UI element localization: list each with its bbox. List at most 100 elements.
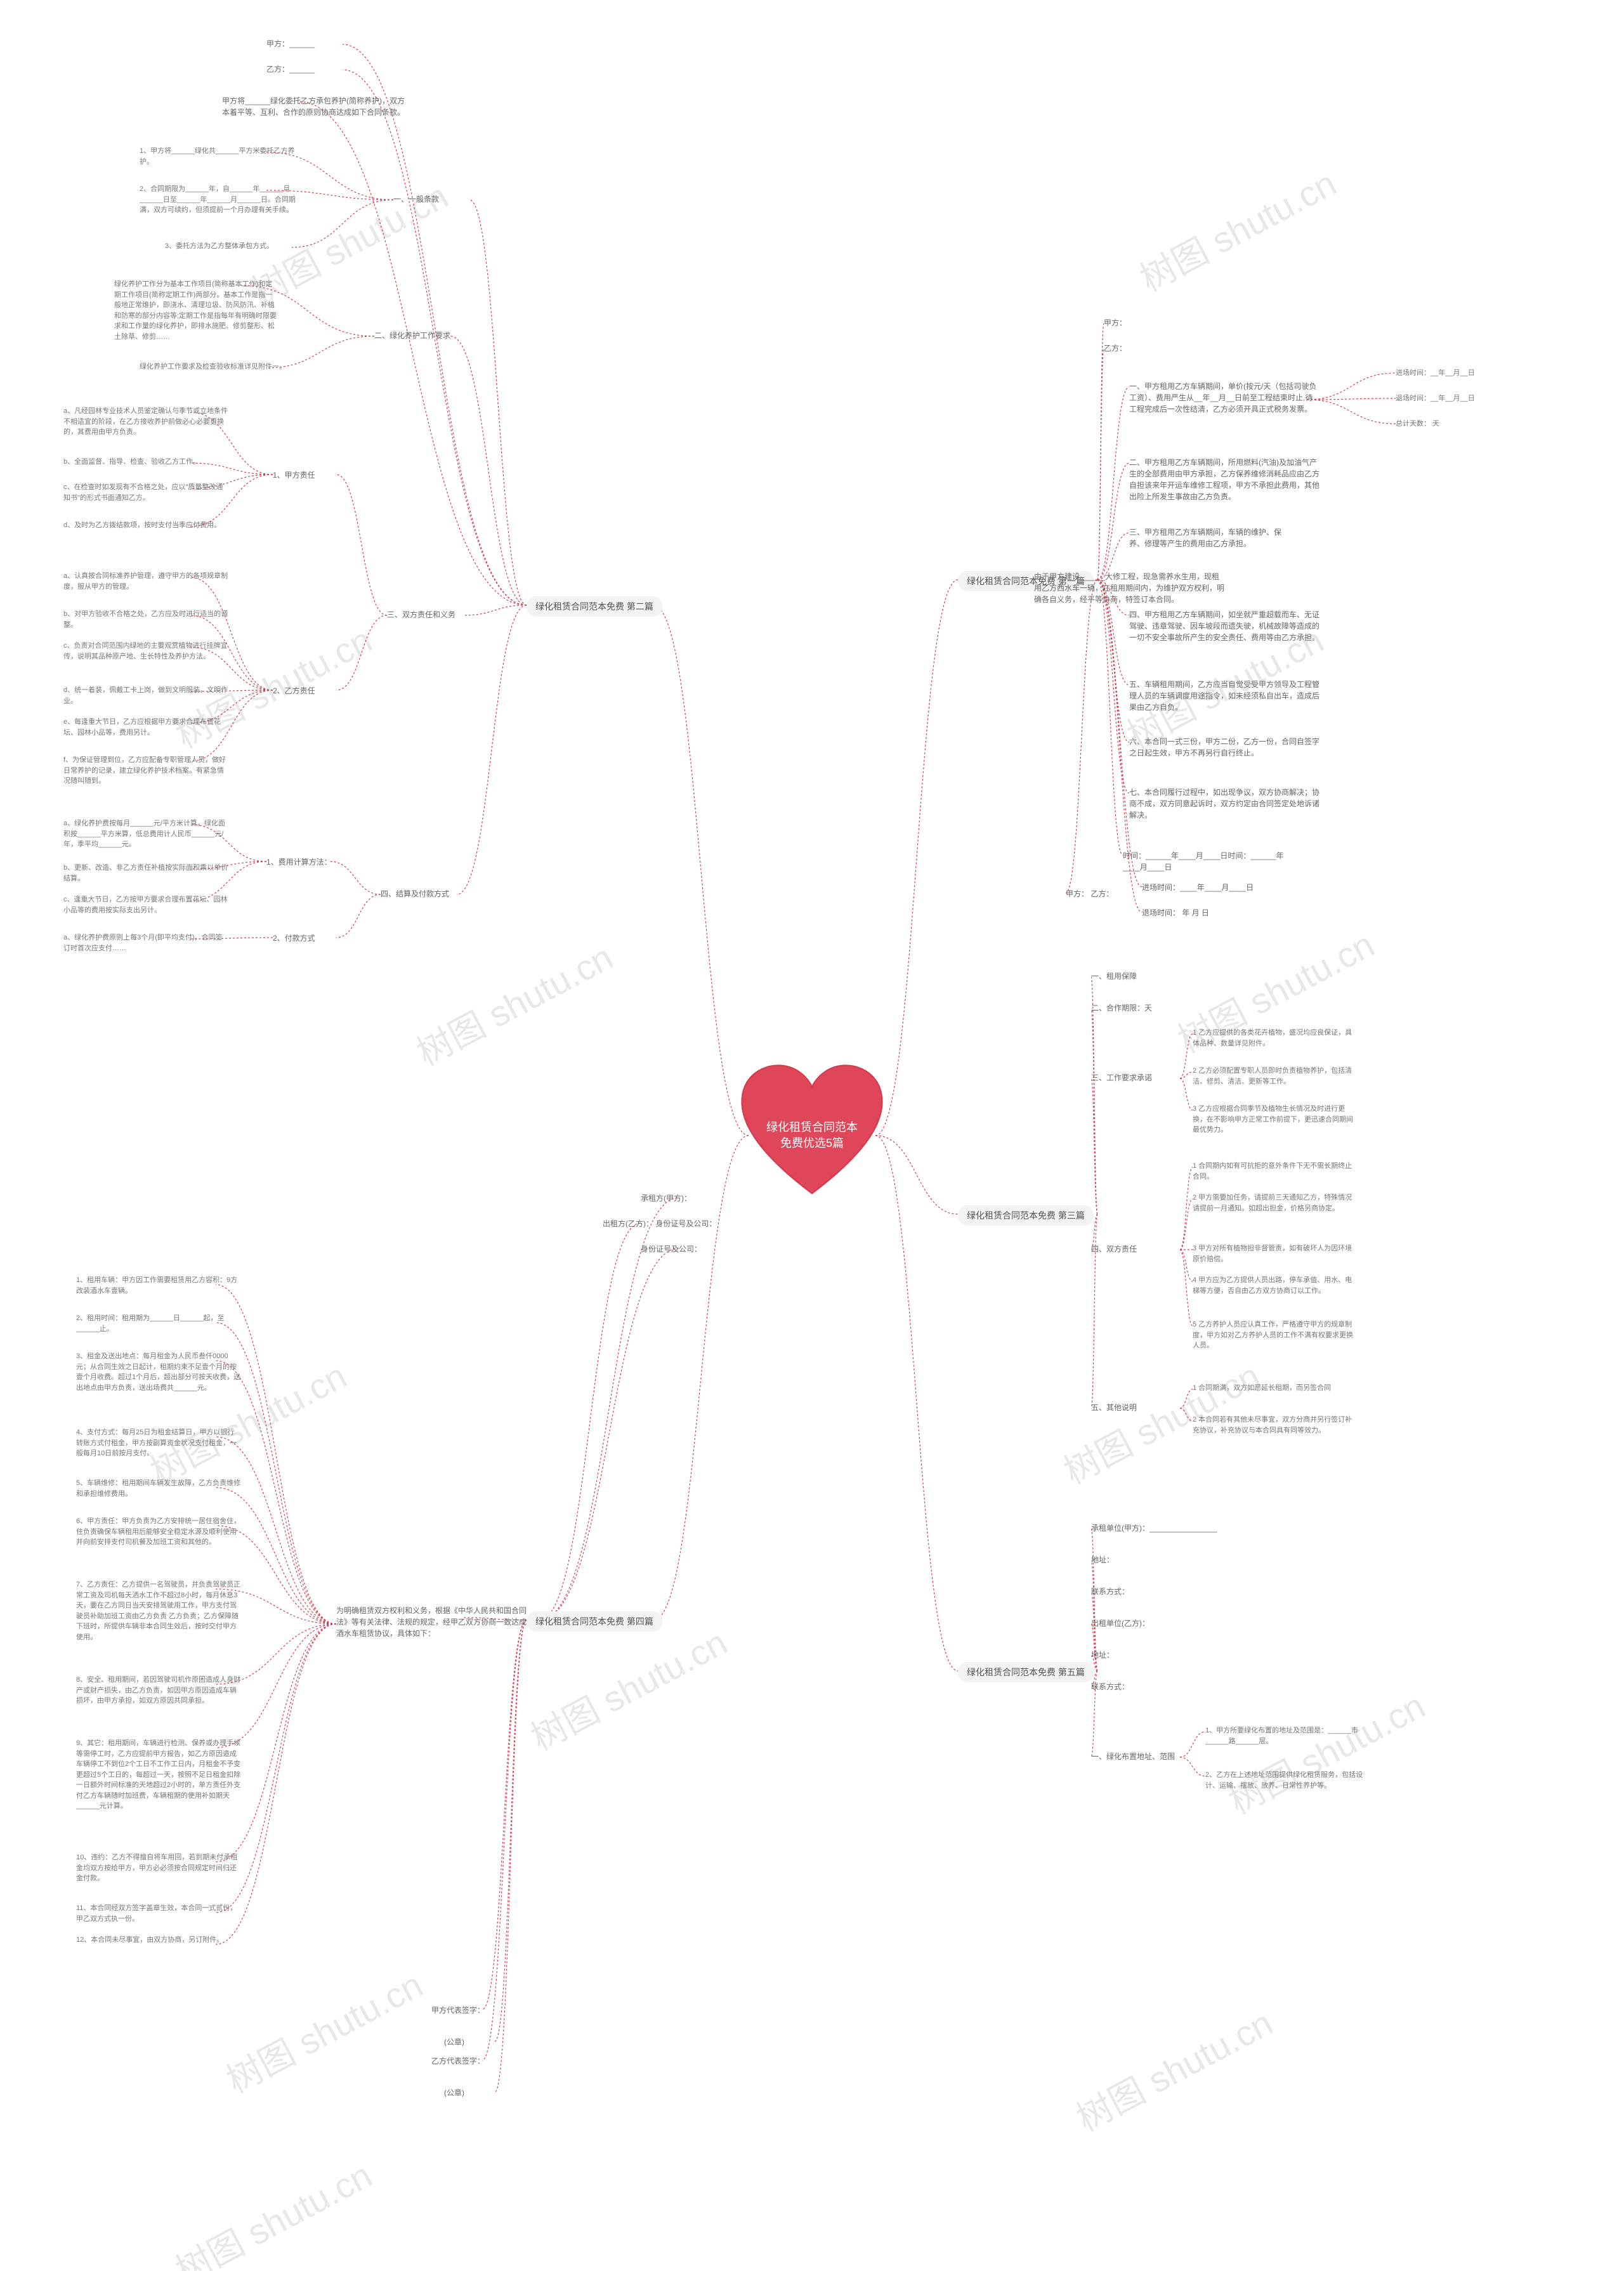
child: 三、工作要求承诺 (1091, 1072, 1152, 1083)
leaf: b、全面监督、指导、检查、验收乙方工作。 (63, 457, 200, 468)
leaf: 3、委托方法为乙方整体承包方式。 (165, 241, 273, 252)
leaf: b、对甲方验收不合格之处，乙方应及时进行适当的调整。 (63, 609, 228, 630)
sub-parent: 2、付款方式 (273, 933, 315, 944)
leaf: 3、租金及送出地点：每月租金为人民币叁仟0000元；从合同生效之日起计，租期约束… (76, 1351, 241, 1393)
watermark: 树图 shutu.cn (1130, 155, 1344, 302)
leaf: 4 甲方应为乙方提供人员出路，停车承值、用水、电梯等方便，否自由乙方双方协商订以… (1193, 1275, 1358, 1296)
leaf: a、绿化养护费按每月______元/平方米计算，绿化面积按______平方米算，… (63, 818, 228, 850)
leaf: 4、支付方式：每月25日为租金结算日，甲方以银行转账方式付租金，甲方按副算资金状… (76, 1427, 241, 1459)
leaf: a、凡经园林专业技术人员鉴定确认与季节或立地条件不相适宜的阶段，在乙方接收养护前… (63, 406, 228, 438)
branch-b4: 绿化租赁合同范本免费 第四篇 (527, 1611, 662, 1632)
child: 甲方：______ (266, 38, 315, 49)
watermark: 树图 shutu.cn (1219, 1678, 1433, 1824)
watermark: 树图 shutu.cn (407, 929, 621, 1076)
signature: 甲方代表签字： (431, 2005, 485, 2016)
child: 乙方：______ (266, 63, 315, 75)
child: 由于甲方建设______大修工程，现急需养水生用，现租用乙方西水车一辆，在租用期… (1034, 571, 1224, 605)
leaf: b、更新、改造、非乙方责任补植按实际面积乘以单价结算。 (63, 863, 228, 884)
pre-text: 出租方(乙方)： 身份证号及公司： (603, 1218, 716, 1229)
pre-text: 承租方(甲方)： (641, 1193, 691, 1204)
child: 一、甲方租用乙方车辆期间，单价(按元/天（包括司驶负工资）、费用严生从__年__… (1129, 381, 1320, 415)
leaf: 6、甲方责任：甲方负责为乙方安排统一居住宿舍住，住负责确保车辆租用后能够安全稳定… (76, 1516, 241, 1548)
leaf: c、负责对合同范围内绿地的主要观赏植物进行挂牌宣传，说明其品种原产地、生长特性及… (63, 641, 228, 662)
child: 五、车辆租用期间，乙方应当自觉受受甲方领导及工程管理人员的车辆调度用途指令，如未… (1129, 679, 1320, 713)
leaf: d、及时为乙方拨结款项，按时支付当季应付费用。 (63, 520, 221, 531)
child: 甲方将______绿化委托乙方承包养护(简称养护)，双方本着平等、互利、合作的原… (222, 95, 412, 118)
child: 一、一般条款 (393, 193, 439, 205)
child: 二、合作期限：天 (1091, 1002, 1152, 1014)
leaf: a、绿化养护费原则上每3个月(即平均支付)，合同签订时首次应支付…… (63, 933, 228, 953)
signature: 时间：______年____月____日时间：______年____月____日 (1123, 850, 1288, 873)
sub-parent: 2、乙方责任 (273, 685, 315, 697)
side-leaf: 进场时间：__年__月__日 (1396, 368, 1475, 379)
child: 四、结算及付款方式 (381, 888, 449, 900)
child: 五、其他说明 (1091, 1402, 1137, 1413)
child: 甲方： (1104, 317, 1127, 329)
signature: 甲方： 乙方： (1066, 888, 1113, 900)
leaf: 绿化养护工作要求及检查验收标准详见附件一。 (140, 362, 286, 372)
pre-text: 身份证号及公司： (641, 1243, 702, 1255)
leaf: 5 乙方养护人员应认真工作，严格遵守甲方的规章制度，甲方如对乙方养护人员的工作不… (1193, 1319, 1358, 1351)
leaf: 9、其它：租用期间，车辆进行检测、保养或办理手续等需停工时，乙方应提前甲方报告，… (76, 1738, 241, 1812)
child: 二、甲方租用乙方车辆期间，所用燃料(汽油)及加油气产生的全部费用由甲方承担，乙方… (1129, 457, 1320, 502)
leaf: 7、乙方责任：乙方提供一名驾驶员，并负责驾驶员正常工资及司机每天洒水工作不超过8… (76, 1580, 241, 1642)
signature: 乙方代表签字： (431, 2055, 485, 2067)
intro: 为明确租赁双方权利和义务，根据《中华人民共和国合同法》等有关法律、法规的规定，经… (336, 1605, 527, 1639)
branch-b5: 绿化租赁合同范本免费 第五篇 (958, 1662, 1094, 1682)
center-heart: 绿化租赁合同范本免费优选5篇 (736, 1059, 888, 1212)
leaf: 11、本合同经双方签字盖章生效，本合同一式贰份，甲乙双方式执一份。 (76, 1903, 241, 1924)
child: 一、租用保障 (1091, 971, 1137, 982)
leaf: 绿化养护工作分为基本工作项目(简称基本工作)和定期工作项目(简称定期工作)两部分… (114, 279, 279, 342)
child: 联系方式： (1091, 1586, 1129, 1597)
center-title: 绿化租赁合同范本免费优选5篇 (761, 1120, 863, 1151)
child: 四、甲方租用乙方车辆期间，如坐就严重超载而车、无证驾驶、违章驾驶、因车坡段而遗失… (1129, 609, 1320, 643)
leaf: 3 甲方对所有植物担非督管责，如有破坏人为因环境原价赔偿。 (1193, 1243, 1358, 1264)
leaf: a、认真按合同标准养护管理，遵守甲方的各项规章制度，服从甲方的管理。 (63, 571, 228, 592)
child: 地址： (1091, 1649, 1114, 1661)
branch-b2: 绿化租赁合同范本免费 第二篇 (527, 596, 662, 617)
watermark: 树图 shutu.cn (1066, 1995, 1281, 2142)
leaf: c、在检查时如发现有不合格之处，应以"质量整改通知书"的形式书面通知乙方。 (63, 482, 228, 503)
leaf: 2 本合同若有其他未尽事宜，双方分商并另行签订补充协议，补充协议与本合同具有同等… (1193, 1415, 1358, 1436)
child: 承租单位(甲方)：________________ (1091, 1522, 1217, 1534)
leaf: 2、租用时间：租用期为______日______起，至______止。 (76, 1313, 241, 1334)
leaf: 2 甲方需要加任务，请提前三天通知乙方，特殊情况请提前一月通知。如超出担金，价格… (1193, 1193, 1358, 1214)
watermark: 树图 shutu.cn (166, 2147, 380, 2271)
side-leaf: 总计天数： 天 (1396, 419, 1439, 429)
child: 六、本合同一式三份，甲方二份，乙方一份，合同自签字之日起生效，甲方不再另行自行终… (1129, 736, 1320, 759)
child: 联系方式： (1091, 1681, 1129, 1692)
leaf: 1、租用车辆：甲方因工作需要租赁用乙方容积：9方改装酒水车壹辆。 (76, 1275, 241, 1296)
child: 七、本合同履行过程中，如出现争议，双方协商解决；协商不成，双方同意起诉时，双方约… (1129, 787, 1320, 821)
signature: 进场时间：____年____月____日 (1142, 882, 1254, 893)
leaf: 1、甲方所要绿化布置的地址及范围是：______市______路______层。 (1205, 1725, 1370, 1746)
leaf: 1 合同期内如有可抗拒的意外条件下无不需长期终止合同。 (1193, 1161, 1358, 1182)
watermark: 树图 shutu.cn (216, 1957, 431, 2104)
leaf: 5、车辆维修：租用期间车辆发生故障，乙方负责维修和承担维修费用。 (76, 1478, 241, 1499)
child: 出租单位(乙方)： (1091, 1618, 1149, 1629)
child: 乙方： (1104, 343, 1127, 354)
leaf: d、统一着装，佩戴工卡上岗，做到文明服装，文明作业。 (63, 685, 228, 706)
side-leaf: 退场时间：__年__月__日 (1396, 393, 1475, 404)
leaf: 10、违约：乙方不得擅自将车用回，若到期未付承租金均双方按给甲方，甲方必必须按合… (76, 1852, 241, 1884)
leaf: 12、本合同未尽事宜，由双方协商，另订附件。 (76, 1935, 223, 1946)
leaf: f、为保证管理到位，乙方应配备专职管理人员，做好日常养护的记录，建立绿化养护技术… (63, 755, 228, 787)
signature: (公章) (444, 2036, 464, 2048)
leaf: e、每逢重大节日，乙方应根据甲方要求合理布置花坛、园林小品等，费用另计。 (63, 717, 228, 738)
sub-parent: 1、甲方责任 (273, 469, 315, 481)
child: 一、绿化布置地址、范围 (1091, 1751, 1175, 1762)
child: 地址： (1091, 1554, 1114, 1566)
child: 三、甲方租用乙方车辆期间，车辆的维护、保养、修理等产生的费用由乙方承担。 (1129, 527, 1294, 549)
leaf: 2、乙方在上述地址范围提供绿化租赁服务，包括设计、运输、摆放、放养、日常性养护等… (1205, 1770, 1370, 1791)
leaf: 8、安全、租用期间，若因驾驶司机作原困造成人身财产或财产损失，由乙方负责，如因甲… (76, 1675, 241, 1706)
leaf: 1 合同期满，双方如愿延长租期，而另签合同 (1193, 1383, 1331, 1394)
branch-b3: 绿化租赁合同范本免费 第三篇 (958, 1205, 1094, 1226)
child: 二、绿化养护工作要求 (374, 330, 450, 341)
leaf: c、逢重大节日，乙方按甲方要求合理布置花坛、园林小品等的费用按实际支出另计。 (63, 894, 228, 915)
signature: 退场时间： 年 月 日 (1142, 907, 1209, 919)
leaf: 3 乙方应根据合同季节及植物生长情况及时进行更换，在不影响甲方正常工作前提下，更… (1193, 1104, 1358, 1136)
sub-parent: 1、费用计算方法： (266, 856, 332, 868)
signature: (公章) (444, 2087, 464, 2098)
leaf: 1、甲方将______绿化共______平方米委托乙方养护。 (140, 146, 304, 167)
child: 四、双方责任 (1091, 1243, 1137, 1255)
leaf: 1 乙方应提供的各类花卉植物，盛况均应良保证，具体品种、数量详见附件。 (1193, 1028, 1358, 1049)
